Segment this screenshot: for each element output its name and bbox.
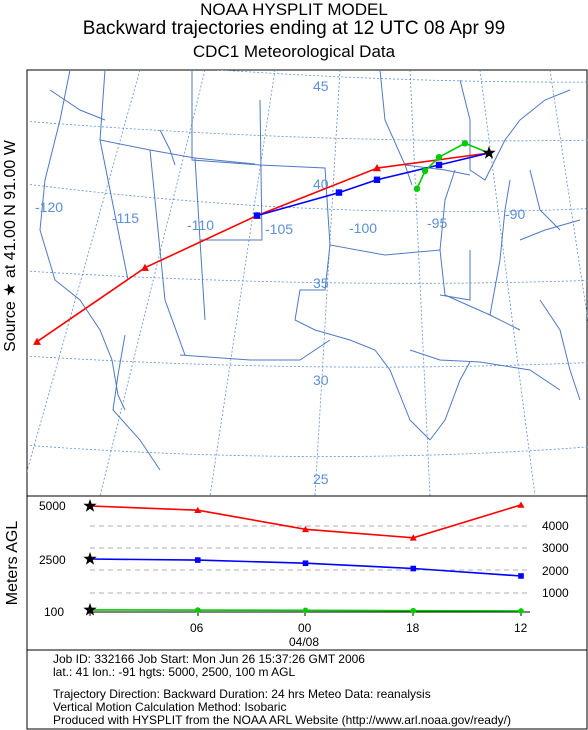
lat-label-35: 35 xyxy=(313,275,329,291)
lat-label-30: 30 xyxy=(313,372,329,388)
info-job-line: Job ID: 332166 Job Start: Mon Jun 26 15:… xyxy=(53,652,365,666)
map-point-1-0 xyxy=(253,212,261,219)
lon-label-120: -120 xyxy=(35,199,63,215)
lat-label-45: 45 xyxy=(313,78,329,94)
map-trajectory-line-1 xyxy=(256,152,490,217)
height-start-star-0 xyxy=(83,499,97,512)
height-point-0-2 xyxy=(302,525,309,533)
height-point-2-3 xyxy=(410,607,417,614)
height-gridlines xyxy=(90,525,530,594)
height-panel: 5000 2500 100 4000 3000 2000 1000 06 00 … xyxy=(39,499,569,649)
chart-title-line2: Backward trajectories ending at 12 UTC 0… xyxy=(82,18,506,39)
map-point-2-3 xyxy=(461,140,469,147)
map-point-1-1 xyxy=(335,189,343,196)
height-start-star-1 xyxy=(83,552,97,565)
right-tick-1000: 1000 xyxy=(542,586,569,600)
info-vertical-motion-line: Vertical Motion Calculation Method: Isob… xyxy=(53,700,287,714)
info-location-line: lat.: 41 lon.: -91 hgts: 5000, 2500, 100… xyxy=(53,665,296,679)
height-start-star-2 xyxy=(83,602,97,616)
height-point-2-2 xyxy=(302,607,309,614)
map-trajectories xyxy=(33,140,496,345)
map-point-1-2 xyxy=(373,176,381,183)
map-frame xyxy=(26,69,588,497)
map-point-0-0 xyxy=(33,337,41,345)
height-trajectory-line-0 xyxy=(89,504,522,539)
left-tick-2500: 2500 xyxy=(39,553,66,567)
lon-label-100: -100 xyxy=(349,220,377,236)
longitude-gridlines xyxy=(27,70,588,496)
map-boundaries xyxy=(39,70,581,471)
chart-title-line3: CDC1 Meteorological Data xyxy=(192,42,396,61)
lon-label-105: -105 xyxy=(265,221,293,237)
source-star-marker xyxy=(482,146,496,159)
time-tick-00: 00 xyxy=(298,621,312,635)
height-trajectories xyxy=(83,499,525,616)
height-point-1-3 xyxy=(410,565,417,572)
lon-label-115: -115 xyxy=(112,210,139,226)
time-tick-06: 06 xyxy=(190,621,204,635)
height-point-2-4 xyxy=(518,608,524,614)
latitude-gridlines xyxy=(27,70,588,457)
height-point-1-2 xyxy=(302,560,309,567)
time-tick-12: 12 xyxy=(514,621,528,635)
right-tick-4000: 4000 xyxy=(542,519,569,533)
map-point-2-1 xyxy=(421,167,429,175)
height-point-0-4 xyxy=(517,501,525,508)
map-point-0-3 xyxy=(373,164,381,172)
right-tick-2000: 2000 xyxy=(542,564,569,578)
panel-frame xyxy=(26,495,588,730)
map-point-2-0 xyxy=(413,185,421,192)
map-point-1-3 xyxy=(435,161,443,169)
height-point-1-1 xyxy=(194,557,201,563)
date-label: 04/08 xyxy=(289,635,319,649)
lat-label-25: 25 xyxy=(313,471,329,487)
lon-label-110: -110 xyxy=(187,217,214,233)
left-tick-5000: 5000 xyxy=(39,499,66,513)
height-point-0-1 xyxy=(194,506,202,514)
info-direction-line: Trajectory Direction: Backward Duration:… xyxy=(53,687,431,701)
info-produced-line: Produced with HYSPLIT from the NOAA ARL … xyxy=(53,713,511,727)
height-point-0-3 xyxy=(409,534,417,541)
time-tick-18: 18 xyxy=(406,621,420,635)
left-tick-100: 100 xyxy=(44,605,64,619)
map-trajectory-line-2 xyxy=(416,142,490,190)
lon-label-90: -90 xyxy=(505,206,525,222)
map-point-2-2 xyxy=(435,153,443,161)
height-point-2-1 xyxy=(194,607,201,613)
chart-title-line1: NOAA HYSPLIT MODEL xyxy=(200,0,388,19)
lon-label-95: -95 xyxy=(427,215,447,231)
map-point-0-1 xyxy=(141,263,149,271)
height-point-1-4 xyxy=(518,573,524,579)
right-tick-3000: 3000 xyxy=(542,541,569,555)
